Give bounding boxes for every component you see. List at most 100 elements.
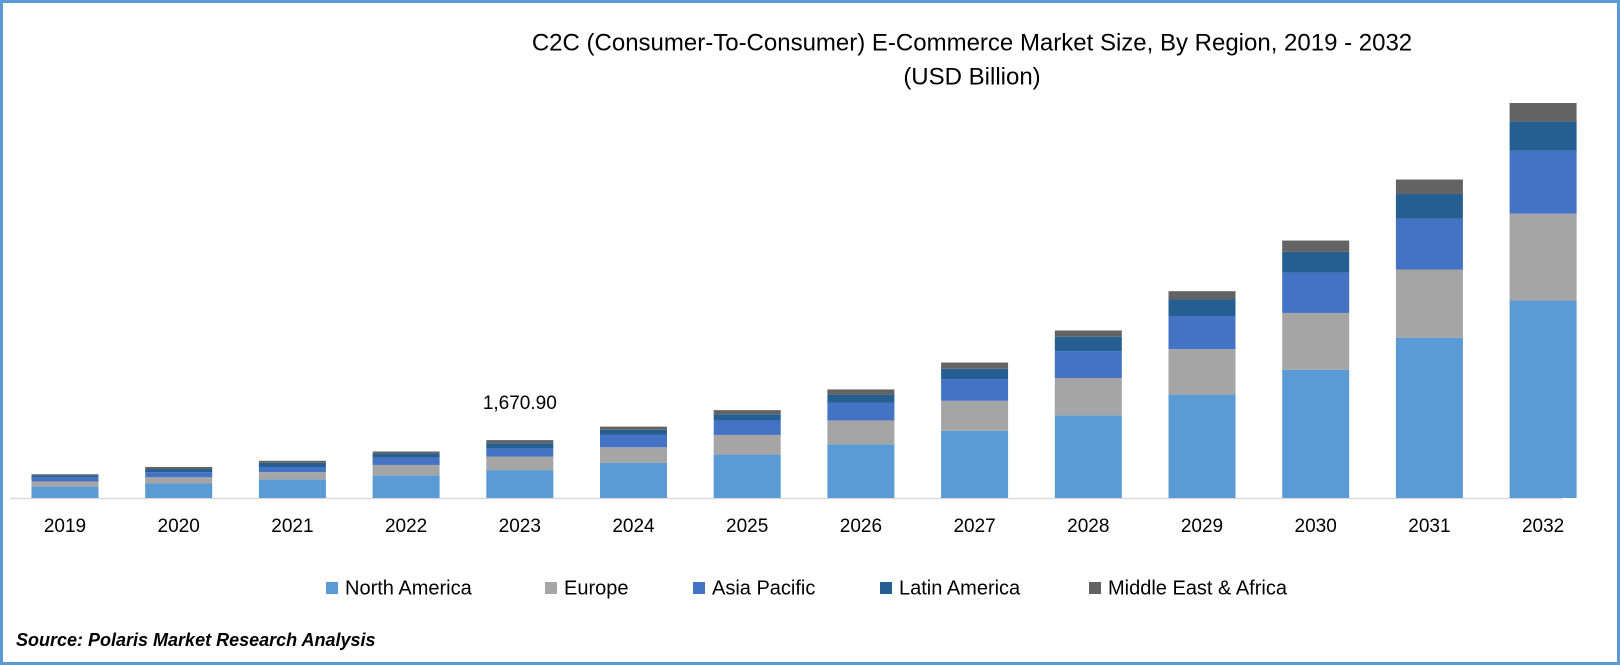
bar-segment — [145, 472, 213, 478]
bar-segment — [1509, 121, 1577, 151]
source-note: Source: Polaris Market Research Analysis — [16, 630, 376, 650]
bar-segment — [1509, 150, 1577, 214]
bar-segment — [31, 486, 99, 498]
bar-segment — [145, 466, 213, 470]
bar-segment — [941, 368, 1009, 380]
bar-segment — [1509, 300, 1577, 498]
legend-label: North America — [345, 577, 473, 599]
x-tick-label: 2024 — [612, 516, 655, 537]
chart-title: C2C (Consumer-To-Consumer) E-Commerce Ma… — [532, 29, 1412, 56]
x-tick-label: 2022 — [385, 516, 427, 537]
bar-segment — [31, 481, 99, 487]
bar-segment — [258, 466, 326, 473]
bar-segment — [486, 456, 554, 471]
bar-segment — [486, 448, 554, 457]
bar-segment — [1054, 415, 1122, 498]
x-tick-label: 2030 — [1295, 516, 1337, 537]
x-tick-label: 2026 — [840, 516, 882, 537]
bar-segment — [1054, 351, 1122, 379]
bar-segment — [941, 362, 1009, 369]
bar-segment — [827, 402, 895, 421]
bar-segment — [372, 451, 440, 454]
bar-segment — [486, 440, 554, 444]
bar-segment — [258, 460, 326, 463]
x-tick-label: 2031 — [1408, 516, 1450, 537]
bar-segment — [713, 434, 781, 455]
bar-segment — [1282, 312, 1350, 370]
x-tick-label: 2021 — [271, 516, 313, 537]
bar-segment — [1168, 349, 1236, 395]
total-label: 1,670.90 — [483, 393, 557, 414]
bar-segment — [1168, 291, 1236, 300]
legend-swatch — [880, 582, 892, 594]
x-tick-label: 2020 — [158, 516, 200, 537]
bar-segment — [600, 434, 667, 448]
bar-segment — [941, 379, 1009, 401]
x-tick-label: 2027 — [953, 516, 995, 537]
bar-segment — [372, 457, 440, 465]
bar-segment — [1168, 316, 1236, 350]
legend-label: Middle East & Africa — [1108, 577, 1288, 599]
bar-segment — [31, 475, 99, 478]
legend-swatch — [326, 582, 338, 594]
bar-segment — [600, 426, 667, 430]
bar-segment — [600, 462, 667, 498]
legend-label: Asia Pacific — [712, 577, 815, 599]
x-tick-label: 2025 — [726, 516, 768, 537]
bar-segment — [1395, 194, 1463, 219]
bar-segment — [1395, 218, 1463, 270]
bar-segment — [1395, 337, 1463, 498]
x-tick-label: 2019 — [44, 516, 86, 537]
bar-segment — [713, 454, 781, 498]
bar-segment — [145, 483, 213, 498]
bar-segment — [827, 420, 895, 445]
bar-segment — [372, 453, 440, 458]
bar-segment — [486, 443, 554, 449]
bar-segment — [1054, 378, 1122, 416]
bar-segment — [827, 394, 895, 403]
bar-segment — [1509, 103, 1577, 122]
legend-swatch — [1089, 582, 1101, 594]
bar-segment — [713, 410, 781, 415]
bar-segment — [258, 479, 326, 498]
legend-swatch — [693, 582, 705, 594]
x-tick-label: 2029 — [1181, 516, 1223, 537]
bar-segment — [1282, 369, 1350, 498]
bar-segment — [1054, 336, 1122, 352]
bar-segment — [941, 430, 1009, 498]
bar-segment — [1168, 394, 1236, 498]
bar-segment — [1054, 330, 1122, 337]
x-tick-label: 2032 — [1522, 516, 1564, 537]
x-tick-label: 2023 — [499, 516, 541, 537]
bar-segment — [1395, 269, 1463, 338]
bar-segment — [31, 474, 99, 476]
legend-label: Latin America — [899, 577, 1021, 599]
bar-segment — [941, 400, 1009, 431]
bar-segment — [258, 462, 326, 467]
bar-segment — [1282, 251, 1350, 273]
bar-segment — [1282, 272, 1350, 313]
x-tick-label: 2028 — [1067, 516, 1109, 537]
bar-segment — [713, 420, 781, 435]
bar-segment — [713, 414, 781, 421]
bar-segment — [1282, 240, 1350, 252]
bar-segment — [600, 447, 667, 463]
bar-segment — [145, 477, 213, 484]
bar-segment — [1509, 213, 1577, 301]
bar-segment — [372, 464, 440, 476]
bar-segment — [372, 475, 440, 498]
bar-segment — [31, 477, 99, 482]
bar-segment — [827, 389, 895, 395]
bar-segment — [827, 444, 895, 498]
bar-segment — [258, 472, 326, 480]
bar-segment — [486, 470, 554, 498]
bar-segment — [1395, 179, 1463, 195]
chart-subtitle: (USD Billion) — [903, 63, 1040, 90]
legend-label: Europe — [564, 577, 629, 599]
legend-swatch — [545, 582, 557, 594]
bar-segment — [600, 429, 667, 435]
bar-segment — [1168, 299, 1236, 317]
